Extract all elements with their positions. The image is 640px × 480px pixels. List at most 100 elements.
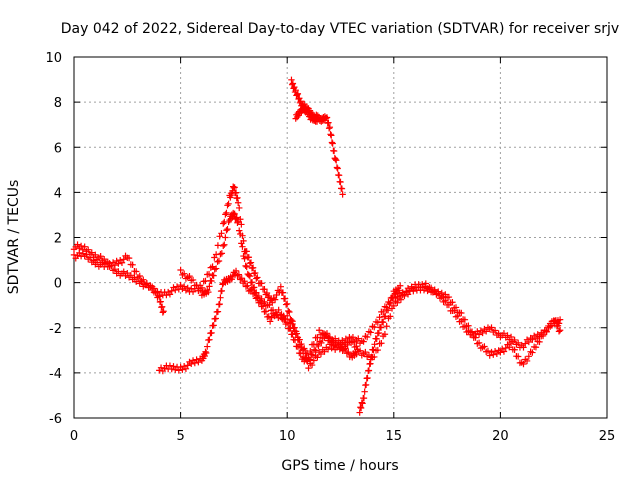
data-point xyxy=(296,336,303,343)
data-point xyxy=(245,254,253,261)
series-track-e xyxy=(356,282,404,416)
data-point xyxy=(228,276,235,283)
data-point xyxy=(522,340,529,347)
y-tick-label: 6 xyxy=(54,141,62,156)
data-point xyxy=(271,296,279,303)
data-point xyxy=(500,330,508,337)
data-point xyxy=(475,339,483,347)
data-point xyxy=(330,342,337,350)
data-point xyxy=(193,281,200,289)
data-point xyxy=(285,307,292,315)
data-point xyxy=(210,272,217,279)
data-point xyxy=(273,291,280,299)
data-point xyxy=(232,267,240,275)
y-tick-label: 10 xyxy=(45,51,62,66)
data-point xyxy=(205,288,212,296)
data-point xyxy=(279,289,287,296)
data-point xyxy=(97,253,104,260)
data-point xyxy=(321,348,328,355)
data-point xyxy=(177,281,184,289)
data-point xyxy=(220,242,227,250)
data-point xyxy=(132,268,140,275)
data-point xyxy=(307,347,314,355)
data-point xyxy=(232,189,240,196)
data-point xyxy=(291,83,298,91)
data-point xyxy=(136,272,143,280)
data-point xyxy=(322,331,329,338)
data-point xyxy=(305,108,312,116)
data-point xyxy=(536,338,543,346)
data-point xyxy=(85,246,92,253)
data-point xyxy=(262,308,270,315)
data-point xyxy=(222,234,229,241)
data-point xyxy=(258,295,265,303)
data-point xyxy=(514,339,522,347)
data-point xyxy=(118,259,126,266)
data-point xyxy=(438,289,445,297)
data-point xyxy=(184,284,191,292)
data-point xyxy=(92,251,99,259)
data-point xyxy=(325,125,333,132)
data-point xyxy=(202,348,209,356)
data-point xyxy=(120,268,127,275)
data-point xyxy=(77,242,85,250)
data-point xyxy=(195,358,202,366)
data-point xyxy=(511,336,518,344)
data-point xyxy=(310,114,317,121)
data-point xyxy=(397,296,405,303)
data-point xyxy=(330,147,338,155)
data-point xyxy=(282,315,289,323)
data-point xyxy=(237,276,244,283)
data-point xyxy=(338,185,346,192)
data-point xyxy=(340,343,348,350)
data-point xyxy=(297,98,304,105)
data-point xyxy=(115,260,122,267)
data-point xyxy=(143,280,151,287)
data-point xyxy=(362,381,370,389)
data-point xyxy=(223,227,230,234)
data-point xyxy=(245,271,253,279)
data-point xyxy=(303,357,310,364)
data-point xyxy=(312,347,319,354)
data-point xyxy=(284,312,291,319)
data-point xyxy=(435,288,442,295)
data-point xyxy=(345,348,352,356)
data-point xyxy=(314,354,321,361)
y-tick-label: 2 xyxy=(54,232,62,247)
data-point xyxy=(266,301,273,308)
data-point xyxy=(502,344,509,352)
x-tick-label: 25 xyxy=(599,429,616,444)
data-point xyxy=(157,298,164,305)
data-point xyxy=(90,257,97,264)
data-point xyxy=(218,230,225,237)
data-point xyxy=(218,250,226,257)
data-point xyxy=(222,211,229,218)
data-point xyxy=(101,255,108,263)
data-point xyxy=(255,292,262,300)
data-point xyxy=(327,131,334,138)
data-point xyxy=(367,329,374,336)
data-point xyxy=(249,264,257,271)
data-point xyxy=(543,328,550,335)
series-track-f xyxy=(288,76,346,198)
data-point xyxy=(224,202,231,209)
data-point xyxy=(532,334,540,342)
y-tick-label: -4 xyxy=(49,367,62,382)
data-point xyxy=(235,271,243,278)
data-point xyxy=(426,284,433,291)
data-point xyxy=(520,344,527,351)
data-point xyxy=(208,329,215,337)
y-tick-label: -6 xyxy=(49,412,62,427)
data-point xyxy=(212,315,219,322)
data-point xyxy=(177,266,184,274)
data-point xyxy=(265,313,272,320)
data-point xyxy=(168,287,175,295)
data-point xyxy=(234,199,242,206)
data-point xyxy=(317,350,325,358)
data-point xyxy=(379,308,387,316)
y-tick-label: -2 xyxy=(49,322,62,337)
y-tick-label: 4 xyxy=(54,186,62,201)
data-point xyxy=(381,331,389,338)
data-point xyxy=(180,283,188,290)
data-point xyxy=(284,300,291,308)
